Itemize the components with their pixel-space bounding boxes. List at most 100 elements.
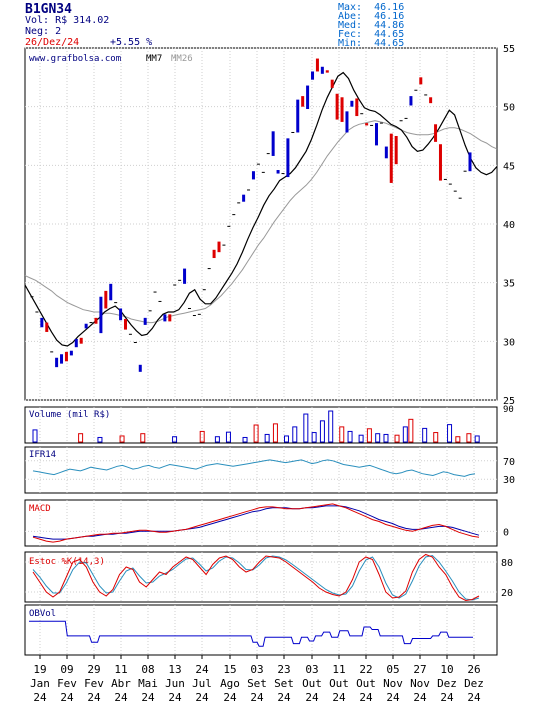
volume-panel [24, 406, 498, 444]
x-tick-month: Out [329, 677, 349, 690]
candle-body [45, 322, 49, 332]
volume-bar [97, 436, 103, 443]
ma7-path [24, 71, 498, 347]
candle-body [286, 138, 290, 178]
volume-bar [394, 434, 400, 443]
legend-ma7: MM7 [146, 54, 162, 64]
volume-bars [32, 410, 480, 443]
last-date: 26/Dez/24 [25, 37, 80, 48]
volume-bar [253, 424, 259, 443]
volume-bar [303, 413, 309, 443]
volume-bar [292, 426, 298, 443]
candle-body [94, 317, 98, 324]
stochastic-k-path [32, 553, 480, 602]
volume-bar [283, 435, 289, 443]
macd-panel [24, 499, 498, 547]
price-y-tick-label: 35 [503, 279, 515, 290]
x-tick-month: Jan [30, 677, 50, 690]
x-tick-day: 24 [195, 663, 209, 676]
candle-body [301, 96, 305, 107]
candle-body [40, 317, 44, 328]
obv-grid [39, 605, 475, 655]
x-tick-year: 24 [277, 691, 291, 704]
candle-body [104, 290, 108, 309]
x-tick-day: 13 [168, 663, 181, 676]
volume-bar [455, 436, 461, 443]
x-tick-year: 24 [467, 691, 481, 704]
volume-bar [474, 435, 480, 443]
x-tick-year: 24 [114, 691, 128, 704]
x-tick-day: 15 [223, 663, 236, 676]
volume-bar [264, 433, 270, 443]
x-tick-month: Dez [437, 677, 457, 690]
candle-body [168, 314, 172, 322]
ifr-y-ticks: 30 70 [503, 457, 515, 486]
stat-abe: Abe: 46.16 [338, 11, 405, 22]
candle-body [124, 319, 128, 330]
x-tick-year: 24 [141, 691, 155, 704]
stat-fec: Fec: 44.65 [338, 29, 405, 40]
x-tick-month: Nov [410, 677, 430, 690]
macd-y-tick-label: 0 [503, 527, 509, 538]
stochastic-y-tick-label: 80 [501, 558, 513, 569]
volume-bar [328, 410, 334, 443]
x-tick-month: Ago [220, 677, 240, 690]
candle-body [429, 97, 433, 104]
stochastic-title: Estoc %K(14,3) [29, 557, 105, 567]
x-tick-month: Out [302, 677, 322, 690]
x-tick-year: 24 [413, 691, 427, 704]
macd-title: MACD [29, 504, 51, 514]
stochastic-d-path [32, 554, 480, 601]
candle-body [271, 131, 275, 156]
ifr-title: IFR14 [29, 450, 56, 460]
x-tick-day: 29 [87, 663, 100, 676]
candle-body [60, 354, 64, 364]
volume-bar [433, 432, 439, 443]
candle-body [389, 133, 393, 183]
x-tick-month: Abr [111, 677, 131, 690]
volume-bar [366, 428, 372, 443]
x-tick-day: 03 [250, 663, 263, 676]
obv-panel [24, 604, 498, 656]
x-tick-year: 24 [33, 691, 47, 704]
volume-reais: Vol: R$ 314.02 [25, 15, 110, 26]
candle-body [350, 100, 354, 107]
volume-bar [422, 427, 428, 443]
candle-body [138, 364, 142, 372]
x-tick-year: 24 [359, 691, 373, 704]
candle-body [183, 268, 187, 284]
volume-bar [272, 423, 278, 443]
stochastic-lines [32, 553, 480, 602]
volume-bar [319, 420, 325, 443]
negotiations-count: Neg: 2 [25, 26, 62, 37]
x-tick-year: 24 [386, 691, 400, 704]
volume-bar [225, 431, 231, 443]
x-tick-month: Nov [383, 677, 403, 690]
volume-bar [311, 432, 317, 443]
site-label: www.grafbolsa.com [29, 54, 121, 64]
x-tick-day: 08 [141, 663, 154, 676]
candle-body [64, 351, 68, 362]
candle-body [306, 85, 310, 110]
volume-ytick: 90 [503, 405, 514, 415]
candle-body [163, 314, 167, 322]
x-tick-year: 24 [250, 691, 264, 704]
x-tick-year: 24 [60, 691, 74, 704]
candle-body [74, 338, 78, 348]
x-tick-month: Mai [138, 677, 158, 690]
x-tick-day: 22 [359, 663, 372, 676]
price-y-ticks: 25 30 35 40 45 50 55 [503, 44, 515, 407]
candle-body [276, 170, 280, 174]
volume-bar [242, 436, 248, 443]
volume-bar [358, 434, 364, 443]
x-tick-month: Jul [192, 677, 212, 690]
stat-min: Min: 44.65 [338, 38, 405, 49]
candle-body [119, 308, 123, 321]
macd-path [32, 503, 480, 543]
x-axis-labels: 19Jan2409Fev2429Fev2411Abr2408Mai2413Jun… [30, 655, 484, 704]
candle-body [242, 194, 246, 202]
candle-body [330, 79, 334, 88]
x-tick-month: Jun [165, 677, 185, 690]
